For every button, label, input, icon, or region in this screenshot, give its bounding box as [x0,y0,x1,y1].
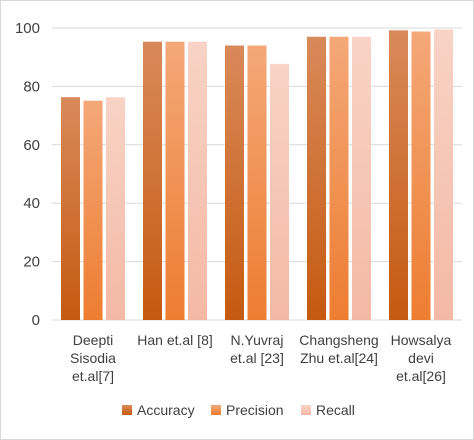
y-tick-label: 80 [23,78,40,95]
y-tick-label: 0 [32,312,40,329]
x-tick-label: N.Yuvraj [231,332,284,348]
y-tick-label: 60 [23,137,40,154]
y-axis-ticks: 0 20 40 60 80 100 [15,20,40,329]
bar-precision [329,36,349,320]
legend-label-accuracy: Accuracy [137,402,195,418]
bar-accuracy [225,45,244,321]
bar-accuracy [143,41,162,320]
bar-precision [411,31,431,321]
legend: Accuracy Precision Recall [122,402,355,418]
bar-precision [165,41,185,320]
legend-label-precision: Precision [226,402,284,418]
x-tick-label: Han et.al [8] [137,332,213,348]
x-tick-label: Deepti [73,332,113,348]
x-tick-label: Sisodia [70,350,116,366]
bar-recall [352,36,371,320]
x-tick-label: et.al [23] [230,350,284,366]
legend-label-recall: Recall [316,402,355,418]
x-tick-label: Zhu et.al[24] [300,350,378,366]
bar-precision [247,45,267,321]
legend-swatch-precision [211,405,221,415]
bar-accuracy [389,30,408,321]
y-tick-label: 100 [15,20,40,37]
x-tick-label: et.al[26] [396,368,446,384]
bar-recall [434,29,453,321]
legend-swatch-recall [301,405,311,415]
x-tick-label: et.al[7] [72,368,114,384]
bar-accuracy [307,36,326,320]
bar-accuracy [61,97,80,320]
y-tick-label: 40 [23,195,40,212]
bar-recall [106,97,125,320]
x-tick-label: Howsalya [391,332,452,348]
bar-recall [270,63,289,320]
x-axis-labels: Deepti Sisodia et.al[7] Han et.al [8] N.Yuvr… [70,332,452,384]
legend-swatch-accuracy [122,405,132,415]
x-tick-label: devi [408,350,434,366]
bar-recall [188,41,207,320]
x-tick-label: Changsheng [299,332,378,348]
bar-precision [83,100,103,320]
y-tick-label: 20 [23,254,40,271]
bars [61,29,453,321]
